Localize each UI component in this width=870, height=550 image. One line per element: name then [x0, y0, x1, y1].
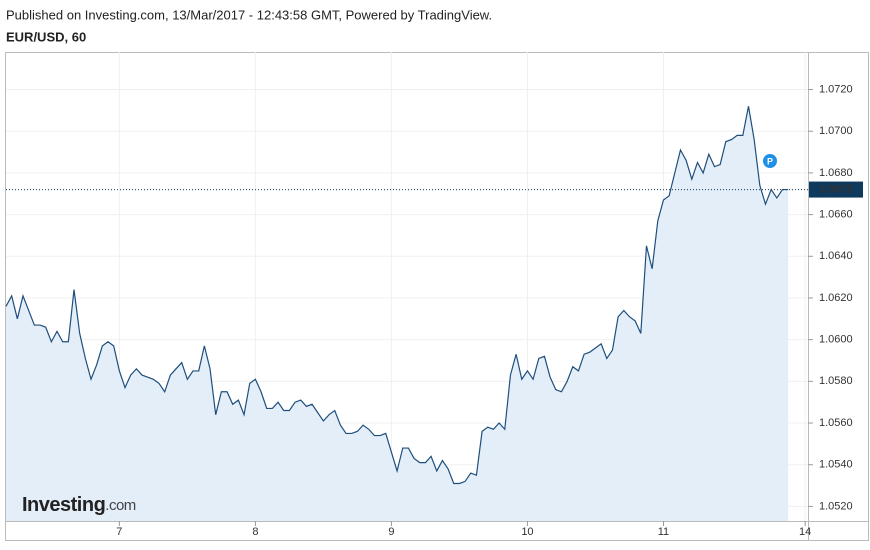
y-tick-label: 1.0700	[819, 125, 853, 137]
symbol-title: EUR/USD, 60	[6, 29, 86, 44]
last-price-label: 1.0672	[819, 183, 853, 195]
y-tick-label: 1.0680	[819, 167, 853, 179]
x-tick-label: 7	[116, 526, 122, 538]
watermark-brand: Investing	[22, 494, 105, 516]
y-tick-label: 1.0720	[819, 83, 853, 95]
last-price-box	[809, 181, 863, 198]
watermark: Investing.com	[22, 494, 136, 516]
x-tick-label: 14	[799, 526, 811, 538]
price-line	[5, 106, 789, 485]
y-tick-label: 1.0520	[819, 500, 853, 512]
y-tick-label: 1.0560	[819, 417, 853, 429]
area-fill	[6, 106, 789, 521]
pivot-marker-label: P	[767, 156, 773, 166]
y-tick-label: 1.0620	[819, 292, 853, 304]
pivot-marker	[763, 154, 777, 168]
chart-frame	[5, 52, 869, 541]
y-tick-label: 1.0580	[819, 375, 853, 387]
x-tick-label: 10	[521, 526, 533, 538]
x-tick-label: 8	[252, 526, 258, 538]
axes: 1.0520 1.0540 1.0560 1.0580 1.0600 1.0620 1.06…	[116, 83, 863, 538]
published-note: Published on Investing.com, 13/Mar/2017 …	[6, 7, 492, 22]
x-tick-label: 11	[658, 526, 669, 538]
x-tick-label: 9	[388, 526, 394, 538]
y-tick-label: 1.0540	[819, 459, 853, 471]
watermark-suffix: .com	[105, 497, 136, 514]
y-tick-label: 1.0660	[819, 208, 853, 220]
y-tick-label: 1.0640	[819, 250, 853, 262]
y-tick-label: 1.0600	[819, 334, 853, 346]
plot: P	[5, 106, 808, 521]
